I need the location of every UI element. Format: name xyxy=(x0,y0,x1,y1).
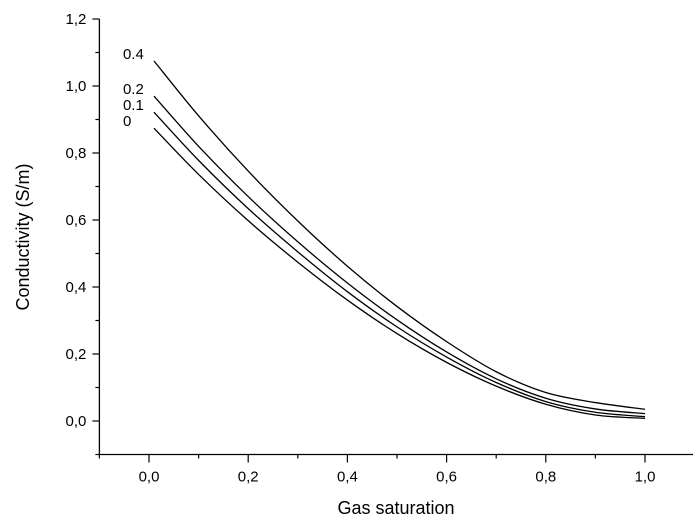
series-line xyxy=(153,111,646,418)
series-curves xyxy=(153,60,646,419)
series-line xyxy=(153,127,646,419)
x-tick-label: 0,8 xyxy=(535,469,556,486)
series-labels: 0.4 0.20.10 xyxy=(123,46,144,130)
series-line xyxy=(153,60,646,410)
x-tick-label: 0,6 xyxy=(436,469,457,486)
y-tick-label: 0,2 xyxy=(66,346,87,363)
x-ticks: 0,0 0,2 0,4 0,6 0,8 1,0 xyxy=(98,454,656,486)
x-axis-title: Gas saturation xyxy=(337,498,454,518)
y-tick-label: 1,0 xyxy=(66,78,87,95)
series-label: 0.1 xyxy=(123,97,144,114)
y-tick-label: 0,4 xyxy=(66,279,87,296)
series-label: 0.4 xyxy=(123,46,144,63)
y-tick-label: 0,6 xyxy=(66,212,87,229)
series-line xyxy=(153,95,646,415)
y-axis-title: Conductivity (S/m) xyxy=(13,163,33,310)
axes xyxy=(98,19,693,456)
y-ticks: 0,0 0,2 0,4 0,6 0,8 1,0 1,2 xyxy=(66,11,100,456)
y-tick-label: 0,8 xyxy=(66,145,87,162)
x-tick-label: 0,0 xyxy=(139,469,160,486)
x-tick-label: 0,4 xyxy=(337,469,358,486)
y-tick-label: 1,2 xyxy=(66,11,87,28)
x-tick-label: 0,2 xyxy=(238,469,259,486)
x-tick-label: 1,0 xyxy=(635,469,656,486)
y-tick-label: 0,0 xyxy=(66,413,87,430)
series-label: 0.2 xyxy=(123,81,144,98)
series-label: 0 xyxy=(123,113,131,130)
